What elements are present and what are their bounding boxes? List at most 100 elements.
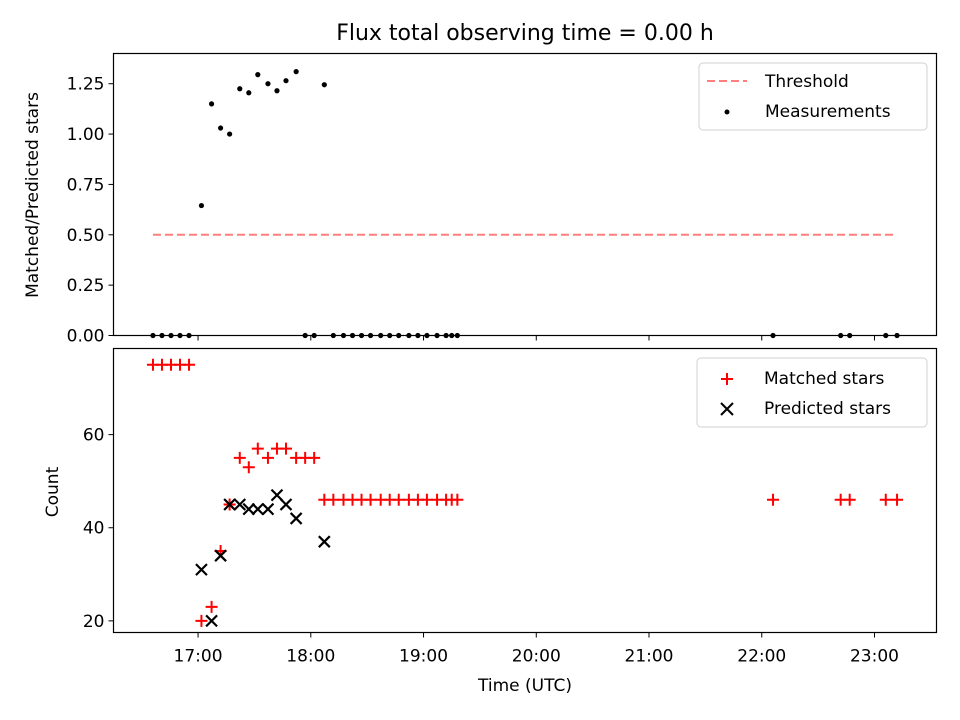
legend-measurements-swatch xyxy=(724,109,730,115)
matched-star-marker xyxy=(195,614,208,627)
top-axes: Matched/Predicted stars 0.00 0.25 0.50 0.75… xyxy=(23,52,938,347)
predicted-star-marker xyxy=(233,498,247,511)
x-tick-label: 22:00 xyxy=(737,647,786,667)
measurement-point xyxy=(378,332,384,339)
matched-star-marker xyxy=(879,493,892,506)
matched-star-marker xyxy=(420,493,433,506)
measurement-point xyxy=(349,332,356,339)
bottom-data-layer: 20 40 60 17:00 18:00 19:00 20:00 21:00 22:00 23:0… xyxy=(83,358,904,667)
top-y-tick-label: 0.75 xyxy=(67,175,105,195)
measurement-point xyxy=(283,78,289,84)
predicted-star-marker xyxy=(279,498,293,511)
matched-star-marker xyxy=(279,442,292,455)
legend-matched-label: Matched stars xyxy=(764,369,884,389)
predicted-star-marker xyxy=(195,563,208,576)
predicted-star-marker xyxy=(242,502,256,516)
matched-star-marker xyxy=(451,493,464,506)
measurement-point xyxy=(159,332,165,339)
top-y-tick-label: 1.00 xyxy=(67,125,105,145)
measurement-point xyxy=(293,69,299,75)
measurement-point xyxy=(227,131,233,137)
matched-star-marker xyxy=(364,493,377,506)
chart-title: Flux total observing time = 0.00 h xyxy=(336,21,714,46)
measurement-point xyxy=(265,81,271,87)
bottom-legend: Matched stars Predicted stars xyxy=(696,357,928,428)
top-y-tick-label: 0.50 xyxy=(67,226,105,246)
measurement-point xyxy=(237,86,243,92)
x-tick-label: 17:00 xyxy=(174,647,223,667)
bottom-legend-box xyxy=(696,357,928,428)
bottom-y-tick-label: 60 xyxy=(83,426,105,446)
x-tick-label: 19:00 xyxy=(399,647,448,667)
predicted-star-marker xyxy=(223,498,236,511)
top-y-axis-label: Matched/Predicted stars xyxy=(23,92,43,298)
matched-star-marker xyxy=(767,493,780,506)
measurement-point xyxy=(302,332,308,339)
predicted-star-marker xyxy=(289,512,303,525)
measurement-point xyxy=(246,90,252,96)
x-tick-label: 21:00 xyxy=(625,647,674,667)
measurement-point xyxy=(847,332,853,339)
top-y-tick-label: 0.00 xyxy=(67,327,105,347)
measurement-point xyxy=(367,332,374,339)
bottom-plot-frame xyxy=(112,347,938,634)
x-tick-label: 23:00 xyxy=(850,647,899,667)
top-plot-frame xyxy=(112,52,938,337)
x-axis-label: Time (UTC) xyxy=(477,676,572,696)
measurement-point xyxy=(894,332,900,339)
measurement-point xyxy=(454,332,460,339)
measurement-point xyxy=(208,101,215,107)
measurement-point xyxy=(396,332,402,339)
legend-predicted-label: Predicted stars xyxy=(764,399,891,419)
top-legend-box xyxy=(698,62,928,131)
top-data-layer: 0.00 0.25 0.50 0.75 1.00 1.25 xyxy=(67,69,900,347)
bottom-y-tick-label: 40 xyxy=(83,519,105,539)
predicted-star-marker xyxy=(251,502,265,516)
top-y-tick-label: 1.25 xyxy=(67,75,105,95)
matched-star-marker xyxy=(205,600,218,613)
measurement-point xyxy=(186,332,192,339)
measurement-point xyxy=(340,332,347,339)
measurement-point xyxy=(770,332,776,339)
measurement-point xyxy=(358,332,365,339)
top-legend: Threshold Measurements xyxy=(698,62,928,131)
matched-star-marker xyxy=(843,493,856,506)
matched-star-marker xyxy=(891,493,904,506)
measurement-point xyxy=(415,332,421,339)
predicted-star-marker xyxy=(318,535,331,548)
measurement-point xyxy=(255,72,261,78)
measurement-point xyxy=(274,88,280,94)
measurement-point xyxy=(311,332,317,339)
legend-matched-swatch xyxy=(721,373,733,385)
bottom-y-tick-label: 20 xyxy=(83,612,105,632)
predicted-star-marker xyxy=(214,549,227,562)
matched-star-marker xyxy=(251,442,264,455)
measurement-point xyxy=(838,332,844,339)
measurement-point xyxy=(424,332,430,339)
legend-predicted-swatch xyxy=(720,402,734,416)
matched-star-marker xyxy=(308,451,321,464)
measurement-point xyxy=(406,332,412,339)
bottom-y-axis-label: Count xyxy=(43,466,63,517)
measurement-point xyxy=(218,125,224,131)
matched-star-marker xyxy=(242,461,255,474)
matched-star-marker xyxy=(183,358,196,371)
measurement-point xyxy=(177,332,183,339)
measurement-point xyxy=(883,332,889,339)
measurement-point xyxy=(198,202,205,209)
top-y-tick-label: 0.25 xyxy=(67,276,105,296)
predicted-star-marker xyxy=(205,614,218,628)
legend-threshold-label: Threshold xyxy=(764,72,849,92)
matched-star-marker xyxy=(392,493,405,506)
x-tick-label: 20:00 xyxy=(512,647,561,667)
measurement-point xyxy=(168,332,174,339)
measurement-point xyxy=(321,82,327,88)
legend-measurements-label: Measurements xyxy=(765,102,891,122)
x-tick-label: 18:00 xyxy=(286,647,335,667)
measurement-point xyxy=(443,332,449,339)
matched-star-marker xyxy=(327,493,340,506)
measurement-point xyxy=(387,332,393,339)
matched-star-marker xyxy=(261,451,274,464)
